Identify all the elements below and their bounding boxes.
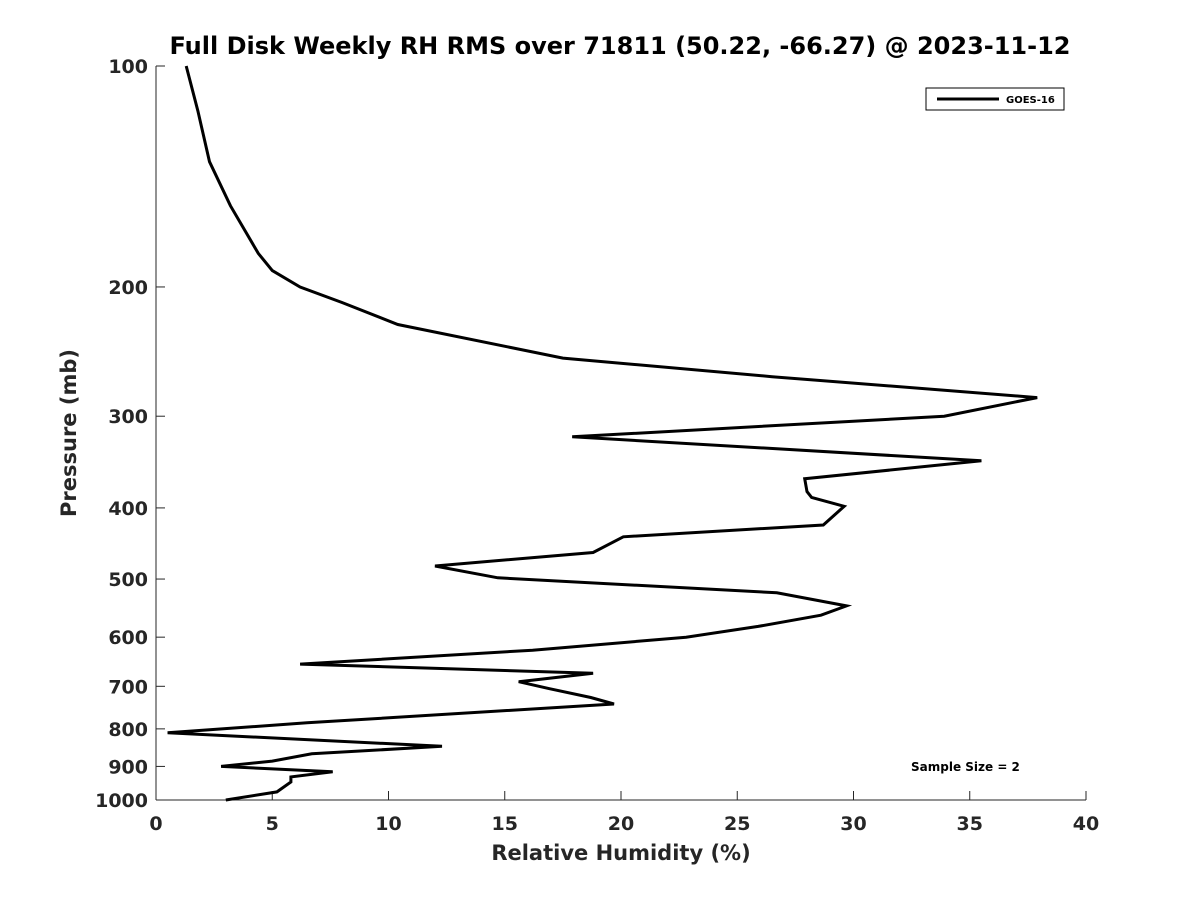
legend: GOES-16 — [925, 87, 1065, 111]
x-tick-label: 40 — [1073, 813, 1099, 835]
y-tick-label: 1000 — [95, 790, 148, 812]
y-tick-label: 300 — [108, 406, 148, 428]
x-tick-label: 30 — [840, 813, 866, 835]
y-tick-label: 400 — [108, 498, 148, 520]
y-tick-label: 500 — [108, 569, 148, 591]
x-tick-label: 25 — [724, 813, 750, 835]
x-tick-label: 35 — [957, 813, 983, 835]
y-tick-label: 100 — [108, 56, 148, 78]
sample-size-annotation: Sample Size = 2 — [911, 760, 1020, 774]
x-tick-label: 0 — [149, 813, 162, 835]
x-tick-label: 20 — [608, 813, 634, 835]
legend-label: GOES-16 — [1006, 95, 1055, 106]
x-tick-label: 15 — [492, 813, 518, 835]
series-line — [167, 65, 1038, 802]
chart-title: Full Disk Weekly RH RMS over 71811 (50.2… — [169, 32, 1070, 60]
y-tick-label: 900 — [108, 756, 148, 778]
x-tick-label: 5 — [266, 813, 279, 835]
y-tick-label: 200 — [108, 277, 148, 299]
y-axis-label: Pressure (mb) — [57, 349, 81, 517]
y-tick-label: 800 — [108, 719, 148, 741]
x-tick-label: 10 — [375, 813, 401, 835]
y-tick-label: 700 — [108, 676, 148, 698]
y-tick-label: 600 — [108, 627, 148, 649]
x-axis-label: Relative Humidity (%) — [491, 841, 750, 865]
x-ticks: 0 5 10 15 20 25 30 35 40 — [149, 791, 1099, 835]
series-layer — [167, 65, 1038, 802]
y-ticks: 100 200 300 400 500 600 700 800 900 1000 — [95, 56, 165, 812]
